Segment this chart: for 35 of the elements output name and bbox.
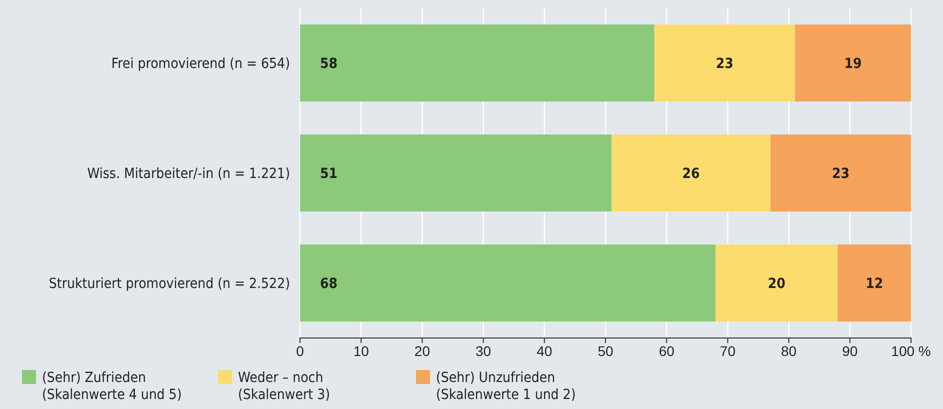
data-label: 19 — [844, 56, 862, 72]
bar — [794, 24, 911, 102]
data-label: 23 — [716, 56, 734, 72]
x-tick-label: 20 — [414, 342, 430, 359]
x-tick-label: 10 — [353, 342, 370, 359]
y-tick-label: Strukturiert promovierend (n = 2.522) — [48, 276, 290, 292]
data-label: 26 — [682, 166, 700, 182]
data-label: 20 — [768, 276, 786, 292]
bar — [300, 134, 612, 212]
y-tick-label: Frei promovierend (n = 654) — [111, 56, 290, 72]
x-tick-label: 90 — [842, 342, 858, 359]
legend-label: (Sehr) Zufrieden (Skalenwerte 4 und 5) — [42, 370, 182, 403]
bar — [838, 244, 911, 322]
x-tick-label: 50 — [598, 342, 614, 359]
bar — [300, 244, 716, 322]
data-label: 51 — [320, 166, 338, 182]
bar — [612, 134, 770, 212]
legend-label: Weder – noch (Skalenwert 3) — [238, 370, 330, 403]
data-label: 12 — [866, 276, 884, 292]
x-tick-label: 80 — [781, 342, 797, 359]
x-tick-label: 60 — [658, 342, 675, 359]
y-tick-label: Wiss. Mitarbeiter/-in (n = 1.221) — [87, 166, 290, 182]
data-label: 58 — [320, 56, 338, 72]
bar — [770, 134, 911, 212]
bar — [654, 24, 795, 102]
data-label: 68 — [320, 276, 338, 292]
legend-label: (Sehr) Unzufrieden (Skalenwerte 1 und 2) — [436, 370, 576, 403]
x-tick-label: 0 — [296, 342, 304, 359]
data-label: 23 — [832, 166, 850, 182]
bar — [715, 244, 838, 322]
x-tick-label: 100 % — [891, 342, 931, 359]
x-tick-label: 40 — [536, 342, 552, 359]
x-tick-label: 70 — [720, 342, 736, 359]
bar — [300, 24, 654, 102]
x-tick-label: 30 — [476, 342, 492, 359]
